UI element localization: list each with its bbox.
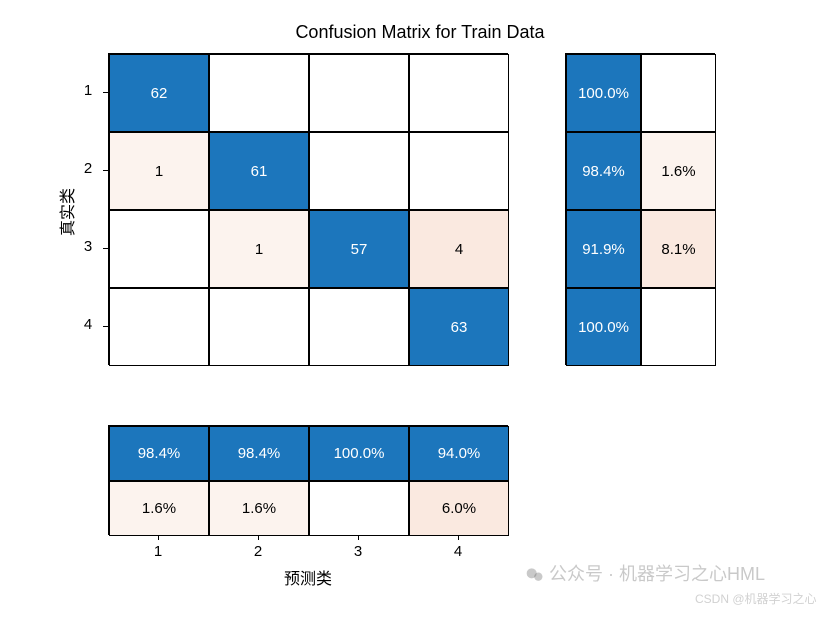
colsum-xtick-3: 4	[408, 543, 508, 560]
watermark-wechat-text: 公众号 · 机器学习之心HML	[549, 564, 765, 584]
main-cell-r3-c3: 63	[409, 288, 509, 366]
colsum-xtick-1: 2	[208, 543, 308, 560]
x-axis-label: 预测类	[108, 565, 508, 589]
colsum-container: 98.4%98.4%100.0%94.0%1.6%1.6%6.0%	[108, 425, 508, 535]
main-container: 62161157463	[108, 53, 508, 365]
main-cell-r2-c1: 1	[209, 210, 309, 288]
colsum-cell-r1-c0: 1.6%	[109, 481, 209, 536]
wechat-icon	[525, 565, 545, 585]
rowsum-cell-r3-c0: 100.0%	[566, 288, 641, 366]
main-cell-r3-c2	[309, 288, 409, 366]
main-ytick-3: 4	[78, 316, 98, 333]
main-ytick-0: 1	[78, 82, 98, 99]
main-ytickmark-0	[103, 92, 108, 93]
main-cell-r3-c0	[109, 288, 209, 366]
rowsum-cell-r1-c0: 98.4%	[566, 132, 641, 210]
rowsum-cell-r3-c1	[641, 288, 716, 366]
colsum-xtickmark-0	[158, 535, 159, 540]
chart-title: Confusion Matrix for Train Data	[0, 22, 840, 43]
colsum-cell-r1-c2	[309, 481, 409, 536]
main-cell-r1-c3	[409, 132, 509, 210]
main-cell-r0-c2	[309, 54, 409, 132]
watermark-wechat: 公众号 · 机器学习之心HML	[525, 560, 765, 586]
colsum-xtickmark-1	[258, 535, 259, 540]
colsum-cell-r0-c1: 98.4%	[209, 426, 309, 481]
main-cell-r1-c1: 61	[209, 132, 309, 210]
main-cell-r0-c0: 62	[109, 54, 209, 132]
main-cell-r1-c2	[309, 132, 409, 210]
rowsum-cell-r2-c1: 8.1%	[641, 210, 716, 288]
main-ytickmark-3	[103, 326, 108, 327]
colsum-xtickmark-3	[458, 535, 459, 540]
rowsum-cell-r0-c0: 100.0%	[566, 54, 641, 132]
rowsum-cell-r0-c1	[641, 54, 716, 132]
y-axis-label: 真实类	[54, 188, 78, 236]
main-cell-r1-c0: 1	[109, 132, 209, 210]
main-ytickmark-2	[103, 248, 108, 249]
main-ytick-1: 2	[78, 160, 98, 177]
colsum-xtickmark-2	[358, 535, 359, 540]
main-cell-r2-c2: 57	[309, 210, 409, 288]
rowsum-cell-r1-c1: 1.6%	[641, 132, 716, 210]
rowsum-cell-r2-c0: 91.9%	[566, 210, 641, 288]
main-cell-r2-c0	[109, 210, 209, 288]
main-ytickmark-1	[103, 170, 108, 171]
rowsum-container: 100.0%98.4%1.6%91.9%8.1%100.0%	[565, 53, 715, 365]
colsum-cell-r0-c2: 100.0%	[309, 426, 409, 481]
colsum-cell-r1-c3: 6.0%	[409, 481, 509, 536]
main-cell-r3-c1	[209, 288, 309, 366]
main-cell-r0-c1	[209, 54, 309, 132]
main-cell-r0-c3	[409, 54, 509, 132]
watermark-csdn: CSDN @机器学习之心	[695, 590, 817, 607]
colsum-cell-r0-c0: 98.4%	[109, 426, 209, 481]
colsum-cell-r1-c1: 1.6%	[209, 481, 309, 536]
colsum-xtick-0: 1	[108, 543, 208, 560]
main-cell-r2-c3: 4	[409, 210, 509, 288]
main-ytick-2: 3	[78, 238, 98, 255]
colsum-cell-r0-c3: 94.0%	[409, 426, 509, 481]
colsum-xtick-2: 3	[308, 543, 408, 560]
